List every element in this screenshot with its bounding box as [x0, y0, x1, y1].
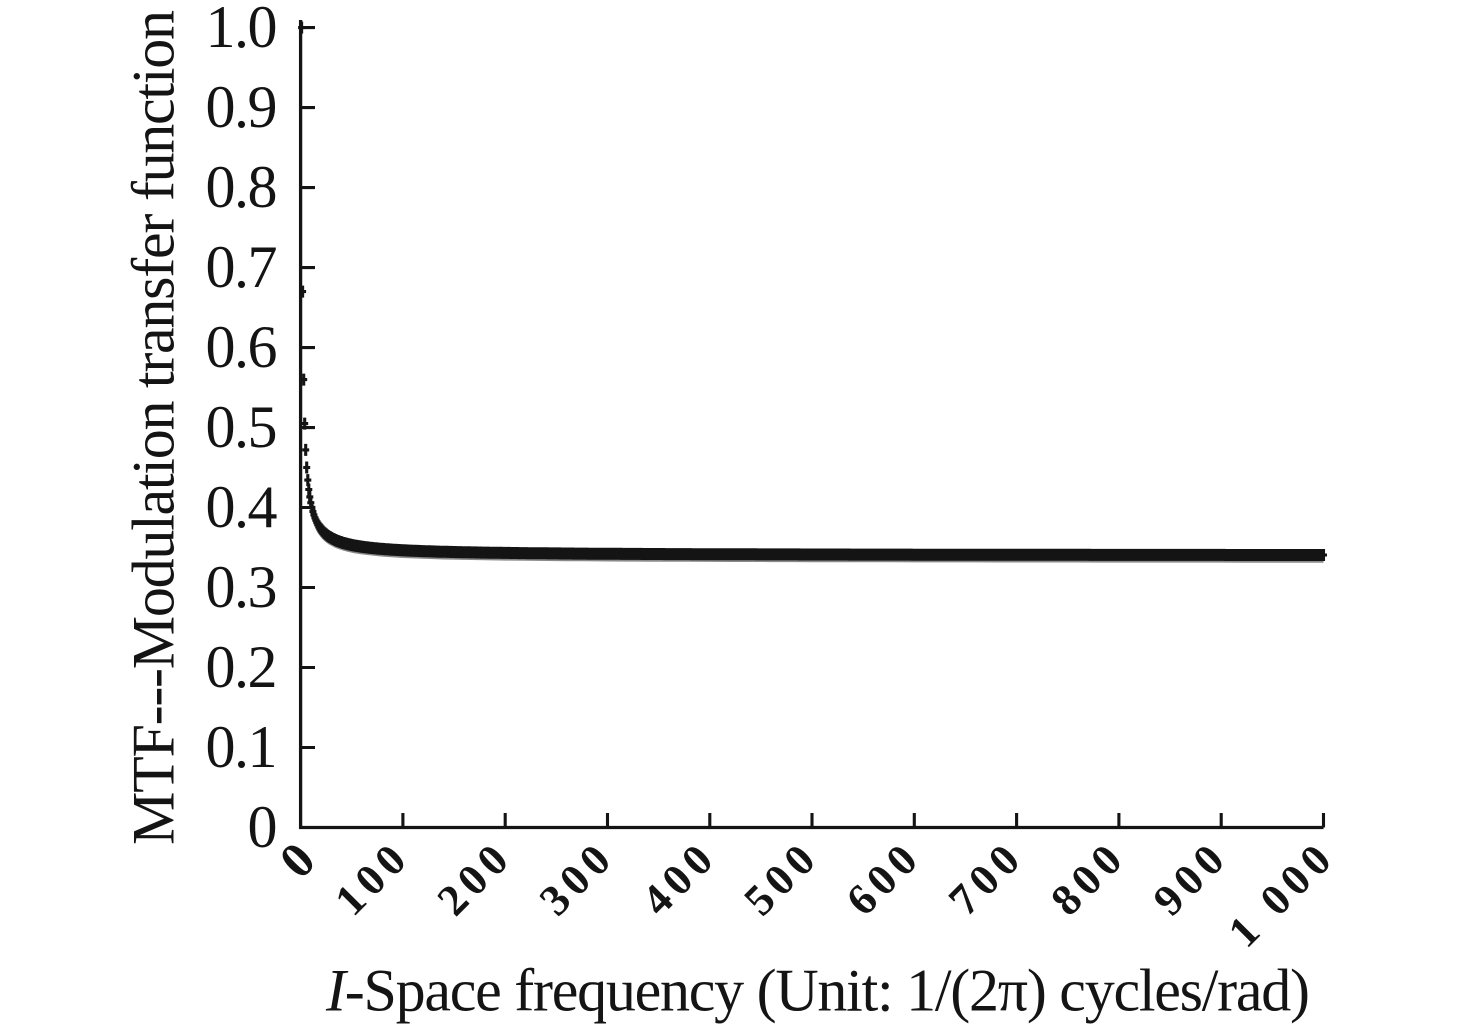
- svg-text:0.7: 0.7: [206, 234, 278, 300]
- svg-text:0.6: 0.6: [206, 314, 278, 380]
- svg-text:I-Space frequency (Unit: 1/(2π: I-Space frequency (Unit: 1/(2π) cycles/r…: [325, 958, 1310, 1024]
- svg-text:0.1: 0.1: [206, 714, 278, 780]
- svg-text:0.4: 0.4: [206, 474, 278, 540]
- svg-text:0.2: 0.2: [206, 634, 278, 700]
- svg-text:0.5: 0.5: [206, 394, 278, 460]
- svg-text:MTF---Modulation transfer func: MTF---Modulation transfer function: [121, 10, 187, 845]
- svg-text:0.3: 0.3: [206, 554, 278, 620]
- svg-text:0: 0: [248, 794, 278, 860]
- svg-text:0.8: 0.8: [206, 154, 278, 220]
- svg-text:1.0: 1.0: [206, 0, 278, 60]
- svg-text:0.9: 0.9: [206, 74, 278, 140]
